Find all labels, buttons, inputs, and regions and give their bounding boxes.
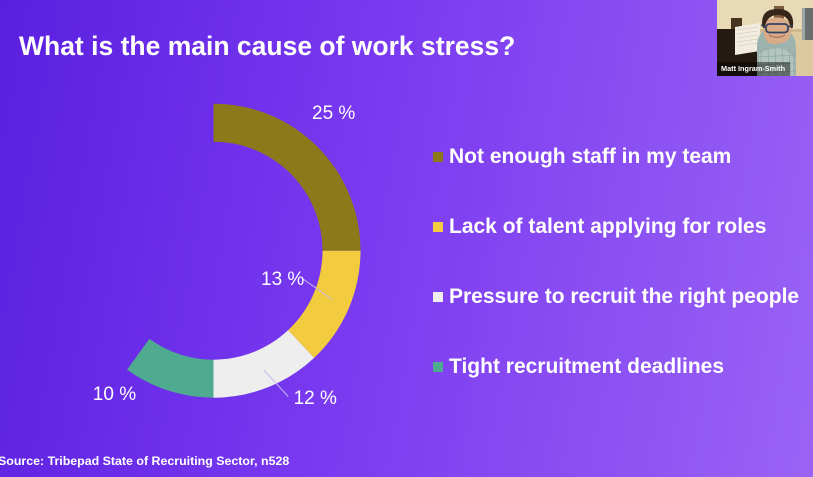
svg-text:12 %: 12 % xyxy=(294,388,337,409)
svg-text:13 %: 13 % xyxy=(261,269,304,290)
svg-text:10 %: 10 % xyxy=(93,384,136,405)
svg-text:25 %: 25 % xyxy=(312,103,355,124)
